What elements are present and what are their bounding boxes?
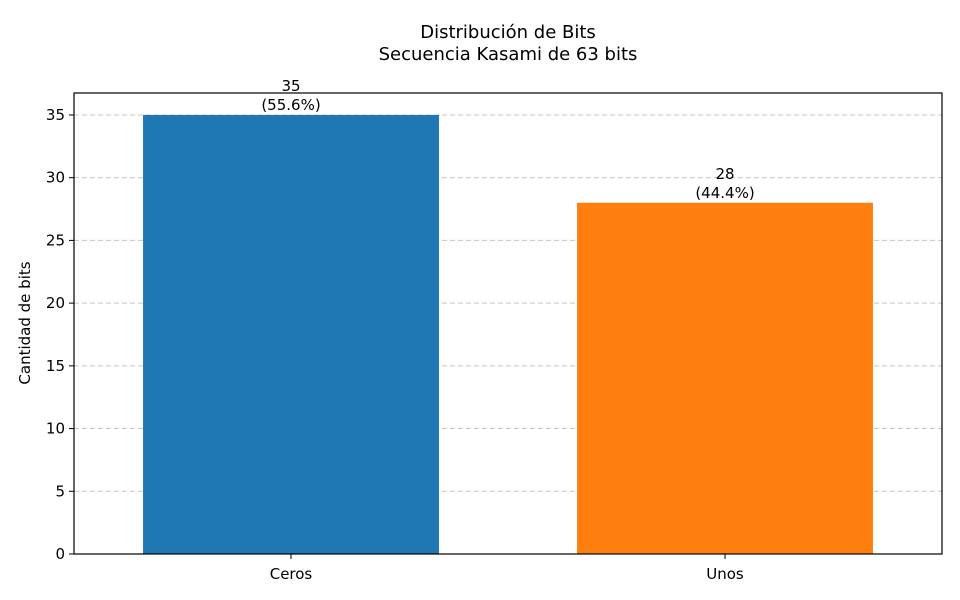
- y-axis-ticks: 0 5 10 15 20 25 30 35: [46, 106, 74, 563]
- chart-title: Distribución de Bits: [420, 22, 596, 43]
- y-tick-label: 15: [46, 357, 65, 375]
- bar-ceros: [143, 114, 439, 554]
- x-axis-ticks: Ceros Unos: [270, 554, 744, 583]
- y-tick-label: 5: [55, 482, 65, 500]
- x-tick-label: Unos: [706, 565, 744, 583]
- bar-percent-label: (44.4%): [695, 184, 754, 202]
- y-tick-label: 35: [46, 106, 65, 124]
- y-tick-label: 0: [55, 545, 65, 563]
- y-tick-label: 25: [46, 231, 65, 249]
- y-tick-label: 10: [46, 420, 65, 438]
- bar-percent-label: (55.6%): [261, 96, 320, 114]
- bar-unos: [577, 202, 873, 554]
- chart-subtitle: Secuencia Kasami de 63 bits: [379, 44, 638, 65]
- y-axis-label: Cantidad de bits: [16, 261, 34, 384]
- plot-frame: [73, 92, 943, 555]
- bars: [143, 114, 873, 554]
- y-tick-label: 30: [46, 169, 65, 187]
- bar-value-labels: (55.6%)35 (44.4%)28: [261, 77, 754, 202]
- y-tick-label: 20: [46, 294, 65, 312]
- bar-value-label: 28: [715, 165, 734, 183]
- bar-value-label: 35: [281, 77, 300, 95]
- x-tick-label: Ceros: [270, 565, 313, 583]
